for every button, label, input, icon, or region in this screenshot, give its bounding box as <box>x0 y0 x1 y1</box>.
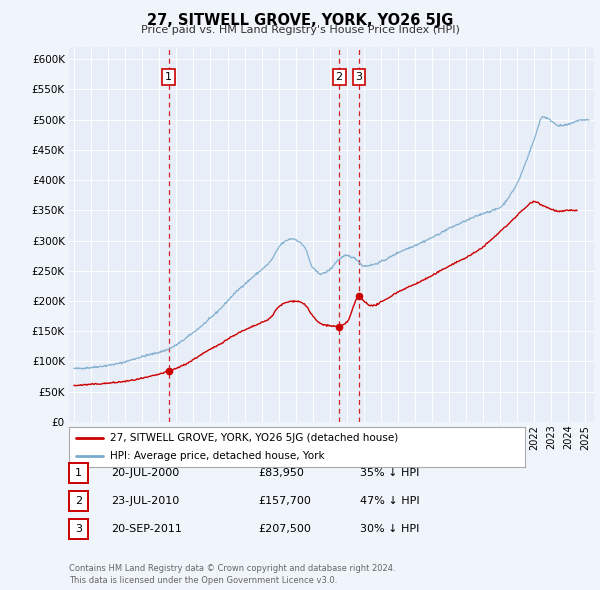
Text: 1: 1 <box>75 468 82 478</box>
Text: 3: 3 <box>356 72 362 82</box>
Text: £83,950: £83,950 <box>258 468 304 478</box>
Text: 2: 2 <box>335 72 343 82</box>
Text: 2: 2 <box>75 496 82 506</box>
Text: 20-SEP-2011: 20-SEP-2011 <box>111 525 182 534</box>
Text: £207,500: £207,500 <box>258 525 311 534</box>
Text: Price paid vs. HM Land Registry's House Price Index (HPI): Price paid vs. HM Land Registry's House … <box>140 25 460 35</box>
Text: 23-JUL-2010: 23-JUL-2010 <box>111 496 179 506</box>
Text: 3: 3 <box>75 525 82 534</box>
Text: 1: 1 <box>165 72 172 82</box>
Text: 20-JUL-2000: 20-JUL-2000 <box>111 468 179 478</box>
Text: 30% ↓ HPI: 30% ↓ HPI <box>360 525 419 534</box>
Text: 27, SITWELL GROVE, YORK, YO26 5JG (detached house): 27, SITWELL GROVE, YORK, YO26 5JG (detac… <box>110 433 398 443</box>
Text: HPI: Average price, detached house, York: HPI: Average price, detached house, York <box>110 451 325 461</box>
Text: £157,700: £157,700 <box>258 496 311 506</box>
Text: Contains HM Land Registry data © Crown copyright and database right 2024.
This d: Contains HM Land Registry data © Crown c… <box>69 565 395 585</box>
Text: 47% ↓ HPI: 47% ↓ HPI <box>360 496 419 506</box>
Text: 27, SITWELL GROVE, YORK, YO26 5JG: 27, SITWELL GROVE, YORK, YO26 5JG <box>147 13 453 28</box>
Text: 35% ↓ HPI: 35% ↓ HPI <box>360 468 419 478</box>
